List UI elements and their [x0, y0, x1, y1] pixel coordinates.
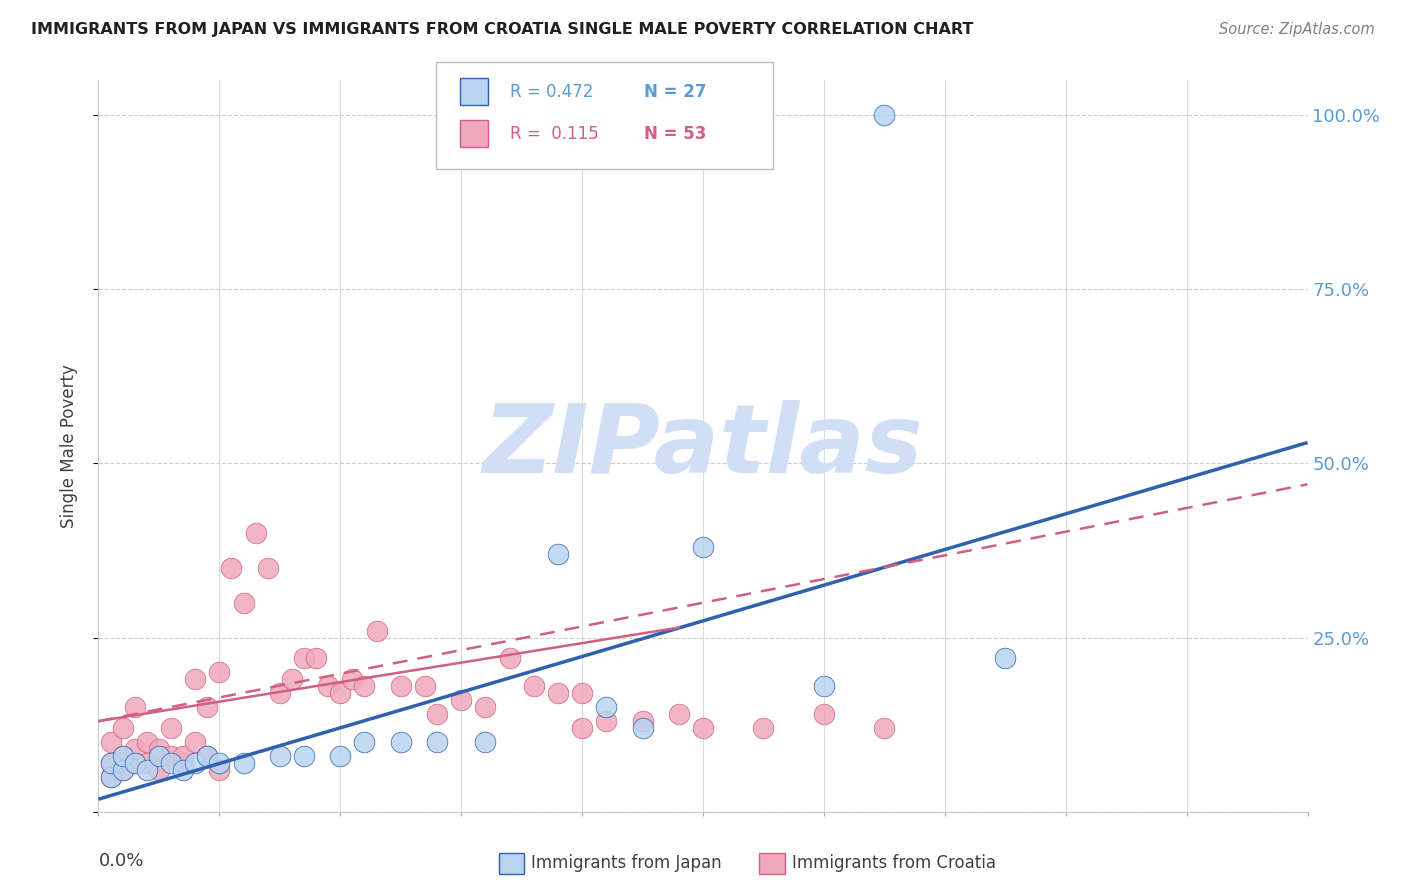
Point — [426, 707, 449, 722]
Point — [413, 679, 436, 693]
Point — [692, 540, 714, 554]
Point — [111, 721, 134, 735]
Point — [195, 700, 218, 714]
Point — [195, 749, 218, 764]
Text: Source: ZipAtlas.com: Source: ZipAtlas.com — [1219, 22, 1375, 37]
Point — [813, 679, 835, 693]
Point — [450, 693, 472, 707]
Point — [523, 679, 546, 693]
Point — [100, 756, 122, 770]
Point — [221, 561, 243, 575]
Point — [208, 665, 231, 680]
Point — [426, 735, 449, 749]
Point — [389, 679, 412, 693]
Point — [631, 714, 654, 728]
Point — [135, 735, 157, 749]
Point — [873, 721, 896, 735]
Point — [124, 756, 146, 770]
Point — [269, 749, 291, 764]
Point — [135, 756, 157, 770]
Point — [752, 721, 775, 735]
Point — [172, 756, 194, 770]
Point — [389, 735, 412, 749]
Point — [305, 651, 328, 665]
Point — [148, 763, 170, 777]
Point — [195, 749, 218, 764]
Point — [316, 679, 339, 693]
Point — [281, 673, 304, 687]
Text: Immigrants from Japan: Immigrants from Japan — [531, 855, 723, 872]
Point — [329, 749, 352, 764]
Text: R = 0.472: R = 0.472 — [510, 83, 593, 101]
Point — [668, 707, 690, 722]
Point — [571, 721, 593, 735]
Point — [124, 742, 146, 756]
Point — [208, 756, 231, 770]
Point — [498, 651, 520, 665]
Point — [595, 700, 617, 714]
Point — [160, 756, 183, 770]
Point — [135, 763, 157, 777]
Point — [184, 735, 207, 749]
Point — [547, 547, 569, 561]
Point — [172, 749, 194, 764]
Point — [547, 686, 569, 700]
Point — [353, 735, 375, 749]
Point — [100, 770, 122, 784]
Point — [474, 735, 496, 749]
Point — [111, 763, 134, 777]
Point — [124, 756, 146, 770]
Point — [184, 756, 207, 770]
Point — [160, 749, 183, 764]
Point — [160, 721, 183, 735]
Point — [292, 749, 315, 764]
Point — [353, 679, 375, 693]
Y-axis label: Single Male Poverty: Single Male Poverty — [59, 364, 77, 528]
Point — [208, 763, 231, 777]
Point — [232, 756, 254, 770]
Point — [269, 686, 291, 700]
Point — [692, 721, 714, 735]
Point — [111, 749, 134, 764]
Text: IMMIGRANTS FROM JAPAN VS IMMIGRANTS FROM CROATIA SINGLE MALE POVERTY CORRELATION: IMMIGRANTS FROM JAPAN VS IMMIGRANTS FROM… — [31, 22, 973, 37]
Text: N = 27: N = 27 — [644, 83, 706, 101]
Text: R =  0.115: R = 0.115 — [510, 125, 599, 143]
Point — [342, 673, 364, 687]
Point — [595, 714, 617, 728]
Point — [873, 108, 896, 122]
Point — [631, 721, 654, 735]
Point — [100, 735, 122, 749]
Point — [256, 561, 278, 575]
Point — [172, 763, 194, 777]
Point — [994, 651, 1017, 665]
Text: Immigrants from Croatia: Immigrants from Croatia — [792, 855, 995, 872]
Point — [111, 763, 134, 777]
Point — [366, 624, 388, 638]
Point — [292, 651, 315, 665]
Point — [124, 700, 146, 714]
Point — [148, 749, 170, 764]
Point — [148, 742, 170, 756]
Point — [329, 686, 352, 700]
Point — [184, 673, 207, 687]
Text: 0.0%: 0.0% — [98, 852, 143, 870]
Text: N = 53: N = 53 — [644, 125, 706, 143]
Text: ZIPatlas: ZIPatlas — [482, 400, 924, 492]
Point — [474, 700, 496, 714]
Point — [111, 749, 134, 764]
Point — [232, 596, 254, 610]
Point — [813, 707, 835, 722]
Point — [245, 526, 267, 541]
Point — [571, 686, 593, 700]
Point — [100, 770, 122, 784]
Point — [100, 756, 122, 770]
